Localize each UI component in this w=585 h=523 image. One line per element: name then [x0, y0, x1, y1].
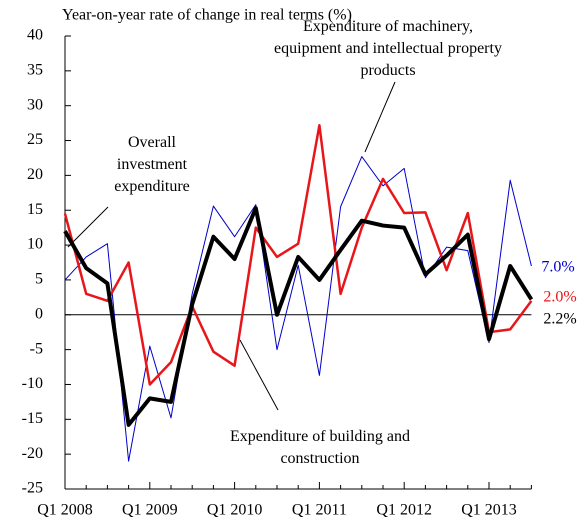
x-tick-label: Q1 2011	[292, 502, 347, 519]
value-label: 2.0%	[543, 289, 576, 306]
y-tick-label: 15	[27, 201, 43, 218]
y-tick-label: 0	[35, 305, 43, 322]
y-tick-label: 25	[27, 131, 43, 148]
series-annotation: Expenditure of machinery, equipment and …	[274, 18, 502, 79]
value-label: 7.0%	[541, 259, 574, 276]
y-tick-label: -20	[22, 445, 43, 462]
x-tick-label: Q1 2010	[207, 502, 263, 519]
y-axis-label: Year-on-year rate of change in real term…	[62, 7, 352, 24]
x-tick-label: Q1 2009	[122, 502, 178, 519]
leader-line	[239, 339, 279, 411]
y-tick-label: 10	[27, 236, 43, 253]
y-tick-label: 35	[27, 62, 43, 79]
value-label: 2.2%	[543, 311, 576, 328]
y-tick-label: 30	[27, 96, 43, 113]
series-line	[63, 206, 534, 427]
y-tick-label: -25	[22, 480, 43, 497]
series-annotation: Overall investment expenditure	[114, 134, 190, 195]
leader-line	[364, 81, 396, 153]
leader-line	[67, 206, 109, 248]
y-tick-label: -5	[30, 340, 43, 357]
x-tick-label: Q1 2013	[461, 502, 517, 519]
series-annotation: Expenditure of building and construction	[230, 428, 410, 467]
y-tick-label: 5	[35, 271, 43, 288]
y-tick-label: -10	[22, 375, 43, 392]
x-tick-label: Q1 2008	[37, 502, 93, 519]
y-tick-label: 40	[27, 27, 43, 44]
x-tick-label: Q1 2012	[376, 502, 432, 519]
y-tick-label: -15	[22, 410, 43, 427]
y-tick-label: 20	[27, 166, 43, 183]
